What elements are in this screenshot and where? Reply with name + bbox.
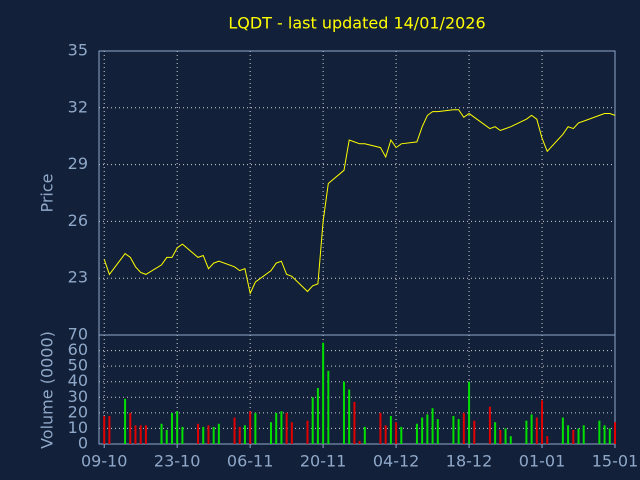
volume-bar bbox=[567, 425, 570, 444]
volume-bar bbox=[316, 387, 319, 444]
chart-title: LQDT - last updated 14/01/2026 bbox=[228, 14, 485, 33]
volume-bar bbox=[395, 422, 398, 444]
volume-bar bbox=[243, 425, 246, 444]
volume-bar bbox=[530, 414, 533, 444]
volume-bar bbox=[488, 406, 491, 444]
volume-bar bbox=[103, 415, 106, 444]
volume-bar bbox=[322, 342, 325, 444]
volume-bar bbox=[384, 425, 387, 444]
volume-bar bbox=[426, 414, 429, 444]
volume-bar bbox=[353, 401, 356, 444]
volume-bar bbox=[212, 426, 215, 444]
y-tick-label: 29 bbox=[68, 154, 88, 173]
volume-bar bbox=[207, 425, 210, 444]
y-tick-label: 0 bbox=[78, 434, 88, 453]
volume-bar bbox=[363, 426, 366, 444]
y-tick-label: 30 bbox=[68, 387, 88, 406]
volume-bar bbox=[217, 423, 220, 444]
price-line bbox=[103, 109, 616, 295]
y-tick-label: 60 bbox=[68, 340, 88, 359]
volume-bar bbox=[139, 425, 142, 444]
y-tick-label: 70 bbox=[68, 325, 88, 344]
x-tick-label: 09-10 bbox=[81, 452, 128, 471]
x-tick-label: 01-01 bbox=[519, 452, 566, 471]
y-tick-label: 40 bbox=[68, 371, 88, 390]
y-tick-label: 20 bbox=[68, 402, 88, 421]
volume-bar bbox=[509, 436, 512, 444]
volume-bar bbox=[389, 415, 392, 444]
y-tick-label: 50 bbox=[68, 356, 88, 375]
volume-bar bbox=[379, 412, 382, 444]
volume-bar bbox=[603, 425, 606, 444]
volume-bar bbox=[129, 412, 132, 444]
volume-bar bbox=[134, 425, 137, 444]
volume-bar bbox=[254, 412, 257, 444]
volume-bar bbox=[494, 422, 497, 444]
x-tick-label: 06-11 bbox=[227, 452, 274, 471]
volume-bar bbox=[608, 428, 611, 444]
volume-bar bbox=[327, 370, 330, 444]
volume-bar bbox=[348, 389, 351, 444]
volume-bar bbox=[124, 398, 127, 444]
x-tick-label: 15-01 bbox=[592, 452, 639, 471]
volume-bar bbox=[421, 417, 424, 444]
volume-bar bbox=[342, 381, 345, 444]
y-axis-label: Price bbox=[38, 173, 57, 212]
volume-bar bbox=[160, 423, 163, 444]
volume-bar bbox=[358, 440, 361, 444]
volume-bar bbox=[144, 425, 147, 444]
volume-bar bbox=[499, 429, 502, 444]
x-tick-label: 18-12 bbox=[446, 452, 493, 471]
volume-bar bbox=[170, 412, 173, 444]
volume-bar bbox=[525, 420, 528, 444]
volume-bar bbox=[400, 426, 403, 444]
volume-bar bbox=[415, 423, 418, 444]
volume-bar bbox=[577, 428, 580, 444]
volume-bar bbox=[473, 420, 476, 444]
volume-bar bbox=[165, 429, 168, 444]
volume-bar bbox=[535, 417, 538, 444]
volume-bar bbox=[561, 417, 564, 444]
volume-bar bbox=[541, 400, 544, 444]
volume-bar bbox=[572, 429, 575, 444]
volume-bar bbox=[233, 417, 236, 444]
volume-bar bbox=[311, 397, 314, 444]
volume-bar bbox=[176, 411, 179, 444]
volume-bar bbox=[504, 428, 507, 444]
x-tick-label: 23-10 bbox=[154, 452, 201, 471]
volume-bar bbox=[614, 422, 616, 444]
volume-bar bbox=[181, 426, 184, 444]
volume-bar bbox=[462, 412, 465, 444]
volume-bar bbox=[546, 436, 549, 444]
volume-bar bbox=[197, 423, 200, 444]
volume-bar bbox=[202, 426, 205, 444]
y-tick-label: 10 bbox=[68, 418, 88, 437]
y-axis-label: Volume (0000) bbox=[38, 331, 57, 449]
volume-bar bbox=[306, 420, 309, 444]
y-tick-label: 35 bbox=[68, 41, 88, 60]
volume-bar bbox=[249, 411, 252, 444]
volume-bar bbox=[270, 422, 272, 444]
volume-bar bbox=[468, 381, 471, 444]
volume-bar bbox=[582, 425, 585, 444]
y-tick-label: 32 bbox=[68, 97, 88, 116]
volume-bar bbox=[285, 412, 288, 444]
volume-bar bbox=[457, 419, 460, 444]
x-tick-label: 20-11 bbox=[300, 452, 347, 471]
volume-bar bbox=[452, 415, 455, 444]
y-tick-label: 26 bbox=[68, 211, 88, 230]
plot-frame bbox=[98, 334, 616, 445]
volume-bar bbox=[598, 420, 601, 444]
x-tick-label: 04-12 bbox=[373, 452, 420, 471]
volume-bar bbox=[290, 422, 293, 444]
volume-bar bbox=[436, 419, 439, 444]
volume-bar bbox=[108, 415, 111, 444]
y-tick-label: 23 bbox=[68, 268, 88, 287]
volume-bar bbox=[280, 411, 283, 444]
volume-bar bbox=[238, 426, 241, 444]
volume-bar bbox=[431, 408, 434, 444]
volume-bar bbox=[275, 412, 278, 444]
